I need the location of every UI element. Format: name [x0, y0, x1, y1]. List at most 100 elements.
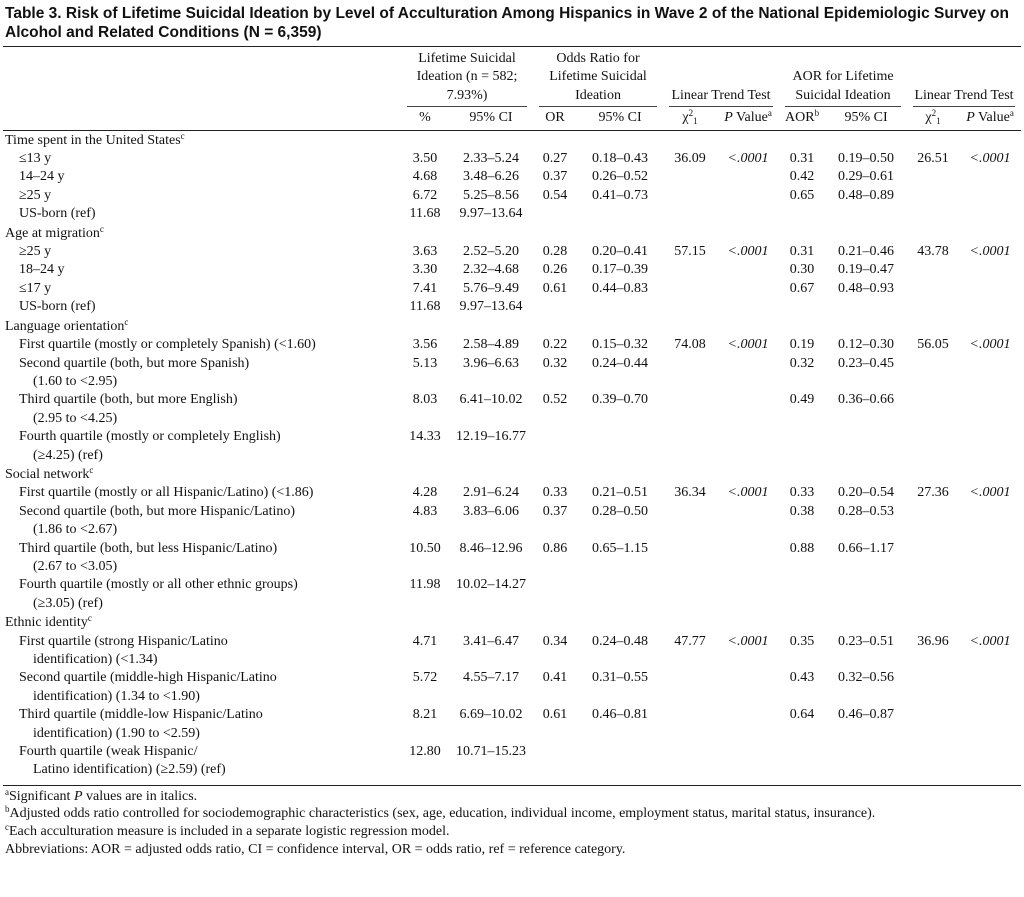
text: 95% CI — [598, 110, 642, 126]
cell — [717, 261, 779, 279]
row-label-line: identification) (1.90 to <2.59) — [33, 725, 200, 741]
superscript: c — [99, 223, 104, 234]
cell-value: 0.48–0.93 — [838, 280, 895, 296]
text: AOR — [785, 110, 815, 126]
data-row: Third quartile (middle-low Hispanic/Lati… — [3, 706, 1021, 743]
cell-value: 0.19–0.50 — [838, 151, 895, 167]
row-label: ≥25 y — [3, 243, 401, 261]
superscript: a — [1009, 108, 1014, 119]
row-label-line: identification) (1.34 to <1.90) — [33, 688, 200, 704]
cell: 3.56 — [401, 336, 449, 354]
cell: 6.72 — [401, 187, 449, 205]
cell: 4.83 — [401, 503, 449, 540]
cell: 36.34 — [663, 484, 717, 502]
cell-value: 4.55–7.17 — [463, 670, 519, 686]
cell — [907, 298, 959, 316]
data-row: First quartile (mostly or completely Spa… — [3, 336, 1021, 354]
cell: 0.21–0.46 — [825, 243, 907, 261]
cell — [717, 669, 779, 706]
cell-value: 0.41–0.73 — [592, 187, 649, 203]
footnote: bAdjusted odds ratio controlled for soci… — [5, 805, 1019, 823]
cell-value: 10.71–15.23 — [456, 744, 526, 760]
cell-value: 3.83–6.06 — [463, 503, 519, 519]
cell-value: 0.15–0.32 — [592, 337, 649, 353]
cell-value: 0.43 — [789, 670, 815, 686]
cell-value: 0.65 — [789, 187, 815, 203]
row-label-line: (2.67 to <3.05) — [33, 558, 118, 574]
section-label: Language orientationc — [3, 317, 1021, 336]
data-table: Lifetime Suicidal Ideation (n = 582; 7.9… — [3, 47, 1022, 780]
cell — [959, 576, 1021, 613]
cell — [907, 205, 959, 223]
cell: 2.91–6.24 — [449, 484, 533, 502]
cell-value: 0.39–0.70 — [592, 392, 649, 408]
cell-value: 0.37 — [542, 503, 568, 519]
cell-value: 11.68 — [409, 299, 441, 315]
row-label-line: ≥25 y — [19, 187, 52, 203]
cell: 0.61 — [533, 280, 577, 298]
cell: 0.26 — [533, 261, 577, 279]
cell — [663, 355, 717, 392]
cell-value: 0.20–0.54 — [838, 485, 895, 501]
group-header-row: Lifetime Suicidal Ideation (n = 582; 7.9… — [3, 47, 1021, 109]
cell-value: 26.51 — [917, 151, 949, 167]
row-label: US-born (ref) — [3, 298, 401, 316]
text: Ethnic identity — [5, 615, 88, 631]
cell: 74.08 — [663, 336, 717, 354]
cell-value: <.0001 — [969, 485, 1011, 501]
cell — [907, 428, 959, 465]
cell-value: 8.03 — [412, 392, 438, 408]
column-header: χ21 — [663, 109, 718, 131]
cell-value: 0.67 — [789, 280, 815, 296]
cell: 0.24–0.44 — [577, 355, 663, 392]
cell — [907, 576, 959, 613]
cell — [825, 205, 907, 223]
group-header: Lifetime Suicidal Ideation (n = 582; 7.9… — [401, 47, 533, 109]
cell: 3.48–6.26 — [449, 168, 533, 186]
group-header-text: Lifetime Suicidal Ideation (n = 582; 7.9… — [407, 50, 528, 108]
row-label-line: ≤13 y — [19, 151, 52, 167]
cell: 10.71–15.23 — [449, 743, 533, 780]
row-label: 18–24 y — [3, 261, 401, 279]
cell: 0.48–0.93 — [825, 280, 907, 298]
cell-value: 2.33–5.24 — [463, 151, 519, 167]
cell: 0.31–0.55 — [577, 669, 663, 706]
text: 95% CI — [469, 110, 513, 126]
cell — [533, 576, 577, 613]
cell — [577, 743, 663, 780]
section-label: Age at migrationc — [3, 224, 1021, 243]
row-label-line: (1.86 to <2.67) — [33, 522, 118, 538]
cell — [717, 187, 779, 205]
cell-value: 0.23–0.45 — [838, 355, 895, 371]
cell: 0.32 — [779, 355, 825, 392]
cell: 4.55–7.17 — [449, 669, 533, 706]
cell: 14.33 — [401, 428, 449, 465]
cell-value: 27.36 — [917, 485, 949, 501]
cell-value: 2.91–6.24 — [463, 485, 519, 501]
group-header-text: Odds Ratio for Lifetime Suicidal Ideatio… — [539, 50, 658, 108]
data-row: Second quartile (both, but more Hispanic… — [3, 503, 1021, 540]
cell: 11.68 — [401, 298, 449, 316]
cell — [663, 187, 717, 205]
data-row: ≤17 y 7.41 5.76–9.49 0.61 0.44–0.83 0.67 0.48–… — [3, 280, 1021, 298]
cell-value: 3.50 — [412, 151, 438, 167]
cell-value: 5.72 — [412, 670, 438, 686]
cell-value: 0.29–0.61 — [838, 169, 895, 185]
cell: 0.19 — [779, 336, 825, 354]
section-row: Social networkc — [3, 465, 1021, 484]
text: P — [724, 110, 733, 126]
cell-value: <.0001 — [969, 633, 1011, 649]
cell-value: 0.19 — [789, 337, 815, 353]
cell: 11.68 — [401, 205, 449, 223]
cell-value: 0.12–0.30 — [838, 337, 895, 353]
section-label: Ethnic identityc — [3, 613, 1021, 632]
cell-value: 0.26–0.52 — [592, 169, 649, 185]
group-header-text: AOR for Lifetime Suicidal Ideation — [785, 68, 902, 108]
cell: 0.28–0.50 — [577, 503, 663, 540]
superscript: a — [767, 108, 772, 119]
data-row: US-born (ref) 11.68 9.97–13.64 — [3, 298, 1021, 316]
cell — [959, 280, 1021, 298]
cell — [577, 298, 663, 316]
cell: 0.65 — [779, 187, 825, 205]
cell — [907, 743, 959, 780]
